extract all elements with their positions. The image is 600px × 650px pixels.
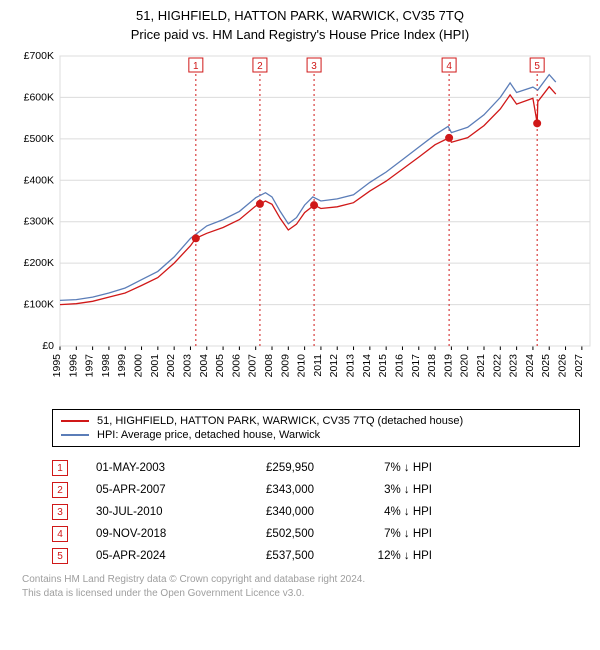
svg-text:2003: 2003	[181, 354, 193, 378]
svg-text:£300K: £300K	[24, 216, 54, 228]
transaction-hpi-diff: 4% ↓ HPI	[342, 506, 432, 518]
legend-label: HPI: Average price, detached house, Warw…	[97, 429, 320, 441]
svg-text:£400K: £400K	[24, 174, 54, 186]
transaction-date: 09-NOV-2018	[96, 528, 196, 540]
transaction-price: £340,000	[224, 506, 314, 518]
svg-text:4: 4	[446, 61, 452, 72]
transaction-date: 05-APR-2024	[96, 550, 196, 562]
svg-text:1999: 1999	[116, 354, 128, 378]
svg-text:1995: 1995	[51, 354, 63, 378]
transactions-table: 1 01-MAY-2003 £259,950 7% ↓ HPI 2 05-APR-2007…	[52, 457, 580, 567]
legend: 51, HIGHFIELD, HATTON PARK, WARWICK, CV3…	[52, 409, 580, 447]
chart-svg: £0 £100K £200K £300K £400K £500K £600K £700K 199…	[0, 46, 600, 396]
svg-text:£0: £0	[42, 340, 54, 352]
transaction-marker: 4	[52, 526, 68, 542]
svg-text:2007: 2007	[247, 354, 259, 378]
transaction-marker: 1	[52, 460, 68, 476]
svg-text:2015: 2015	[377, 354, 389, 378]
transaction-marker: 2	[52, 482, 68, 498]
svg-text:£600K: £600K	[24, 91, 54, 103]
svg-text:£100K: £100K	[24, 299, 54, 311]
line-chart: £0 £100K £200K £300K £400K £500K £600K £700K 199…	[0, 46, 600, 401]
svg-text:1998: 1998	[100, 354, 112, 378]
legend-item: HPI: Average price, detached house, Warw…	[61, 428, 571, 442]
transaction-price: £343,000	[224, 484, 314, 496]
svg-text:2004: 2004	[198, 354, 210, 378]
transaction-row: 3 30-JUL-2010 £340,000 4% ↓ HPI	[52, 501, 580, 523]
svg-text:2010: 2010	[296, 354, 308, 378]
price-history-panel: 51, HIGHFIELD, HATTON PARK, WARWICK, CV3…	[0, 0, 600, 600]
svg-text:2009: 2009	[279, 354, 291, 378]
transaction-hpi-diff: 12% ↓ HPI	[342, 550, 432, 562]
chart-subtitle: Price paid vs. HM Land Registry's House …	[10, 27, 590, 42]
transaction-date: 05-APR-2007	[96, 484, 196, 496]
transaction-date: 30-JUL-2010	[96, 506, 196, 518]
svg-text:5: 5	[534, 61, 540, 72]
svg-text:2008: 2008	[263, 354, 275, 378]
transaction-hpi-diff: 7% ↓ HPI	[342, 462, 432, 474]
footnote-line: Contains HM Land Registry data © Crown c…	[22, 573, 580, 587]
svg-text:2022: 2022	[491, 354, 503, 378]
svg-text:2005: 2005	[214, 354, 226, 378]
chart-title-address: 51, HIGHFIELD, HATTON PARK, WARWICK, CV3…	[10, 8, 590, 23]
svg-text:2013: 2013	[345, 354, 357, 378]
data-attribution: Contains HM Land Registry data © Crown c…	[22, 573, 580, 600]
svg-text:2020: 2020	[459, 354, 471, 378]
transaction-price: £259,950	[224, 462, 314, 474]
transaction-date: 01-MAY-2003	[96, 462, 196, 474]
transaction-row: 2 05-APR-2007 £343,000 3% ↓ HPI	[52, 479, 580, 501]
svg-text:2024: 2024	[524, 354, 536, 378]
svg-text:2019: 2019	[442, 354, 454, 378]
transaction-hpi-diff: 3% ↓ HPI	[342, 484, 432, 496]
transaction-price: £502,500	[224, 528, 314, 540]
svg-text:2006: 2006	[230, 354, 242, 378]
svg-text:2027: 2027	[573, 354, 585, 378]
legend-label: 51, HIGHFIELD, HATTON PARK, WARWICK, CV3…	[97, 415, 463, 427]
transaction-row: 1 01-MAY-2003 £259,950 7% ↓ HPI	[52, 457, 580, 479]
svg-text:£200K: £200K	[24, 257, 54, 269]
svg-text:2: 2	[257, 61, 263, 72]
transaction-row: 5 05-APR-2024 £537,500 12% ↓ HPI	[52, 545, 580, 567]
legend-item: 51, HIGHFIELD, HATTON PARK, WARWICK, CV3…	[61, 414, 571, 428]
svg-text:2011: 2011	[312, 354, 324, 377]
svg-text:2017: 2017	[410, 354, 422, 378]
svg-text:2000: 2000	[133, 354, 145, 378]
svg-text:£500K: £500K	[24, 133, 54, 145]
transaction-marker: 5	[52, 548, 68, 564]
transaction-price: £537,500	[224, 550, 314, 562]
svg-text:1996: 1996	[67, 354, 79, 378]
svg-text:1997: 1997	[84, 354, 96, 378]
svg-text:2018: 2018	[426, 354, 438, 378]
svg-text:2002: 2002	[165, 354, 177, 378]
svg-text:2021: 2021	[475, 354, 487, 378]
svg-text:2012: 2012	[328, 354, 340, 378]
legend-swatch	[61, 434, 89, 436]
transaction-hpi-diff: 7% ↓ HPI	[342, 528, 432, 540]
svg-text:2026: 2026	[557, 354, 569, 378]
chart-titles: 51, HIGHFIELD, HATTON PARK, WARWICK, CV3…	[0, 0, 600, 46]
svg-text:2014: 2014	[361, 354, 373, 378]
svg-text:2016: 2016	[393, 354, 405, 378]
svg-text:2023: 2023	[508, 354, 520, 378]
legend-swatch	[61, 420, 89, 422]
svg-text:£700K: £700K	[24, 50, 54, 62]
svg-text:2025: 2025	[540, 354, 552, 378]
svg-text:1: 1	[193, 61, 199, 72]
svg-text:3: 3	[311, 61, 317, 72]
transaction-marker: 3	[52, 504, 68, 520]
footnote-line: This data is licensed under the Open Gov…	[22, 587, 580, 601]
transaction-row: 4 09-NOV-2018 £502,500 7% ↓ HPI	[52, 523, 580, 545]
svg-text:2001: 2001	[149, 354, 161, 378]
